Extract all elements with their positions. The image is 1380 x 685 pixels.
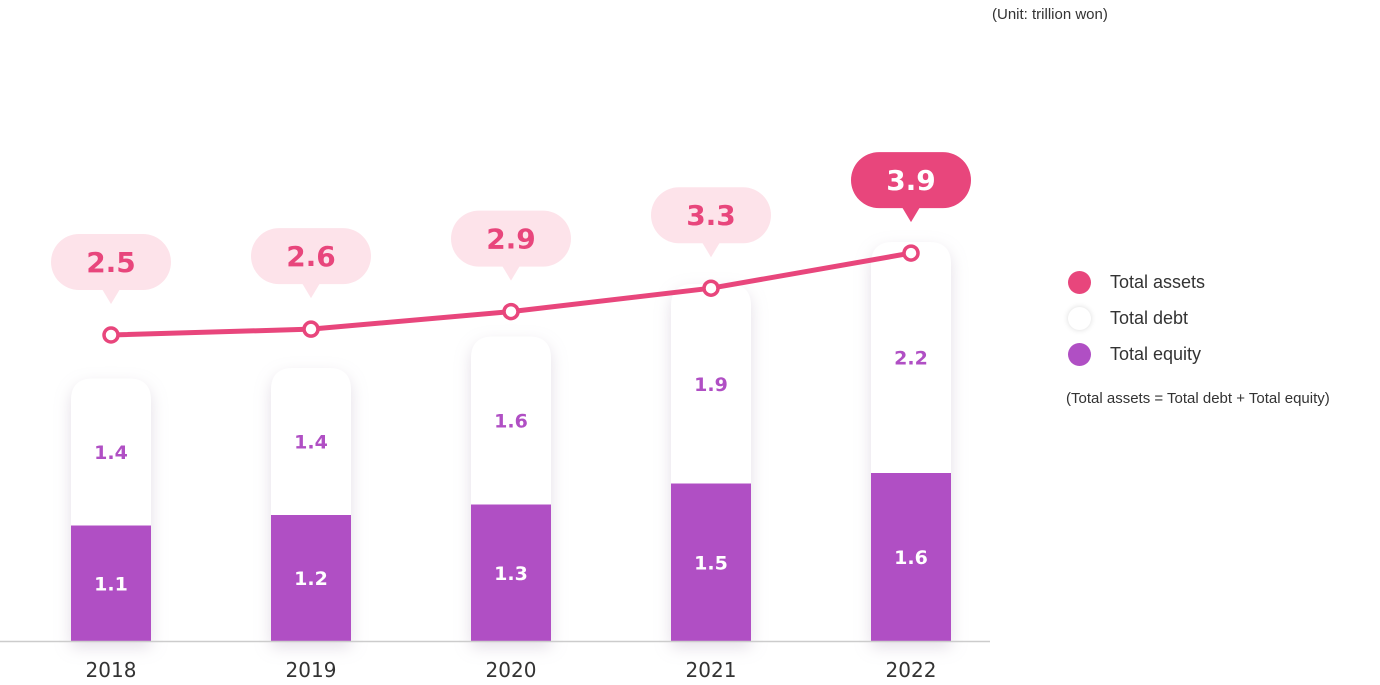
legend-label-total-debt: Total debt — [1110, 307, 1189, 328]
legend-note: (Total assets = Total debt + Total equit… — [1066, 390, 1330, 407]
assets-point — [302, 320, 320, 338]
assets-bubble-pointer — [702, 242, 720, 258]
legend-item-total-equity: Total equity — [1068, 336, 1205, 372]
assets-bubble — [251, 228, 371, 285]
legend: Total assets Total debt Total equity — [1068, 264, 1205, 372]
assets-bubble — [851, 152, 971, 209]
debt-value-label: 1.9 — [694, 374, 728, 396]
equity-value-label: 1.2 — [294, 568, 328, 590]
legend-swatch-total-equity — [1068, 342, 1091, 366]
legend-swatch-total-assets — [1068, 270, 1091, 294]
equity-value-label: 1.5 — [694, 552, 728, 574]
assets-bubble — [51, 234, 171, 290]
bar-equity-2018 — [71, 525, 151, 641]
assets-bubble — [651, 187, 771, 244]
assets-value-label: 2.5 — [86, 246, 136, 279]
equity-value-label: 1.6 — [894, 547, 928, 569]
assets-bubble-pointer — [502, 265, 520, 281]
assets-value-label: 2.6 — [286, 240, 336, 273]
bar-equity-2020 — [471, 504, 551, 641]
bar-equity-2019 — [271, 515, 351, 641]
assets-value-label: 3.3 — [686, 199, 736, 232]
debt-value-label: 2.2 — [894, 348, 928, 370]
bar-equity-2021 — [671, 483, 751, 641]
assets-bubble-pointer — [902, 207, 920, 223]
assets-bubble-pointer — [102, 289, 120, 304]
legend-item-total-debt: Total debt — [1068, 300, 1205, 336]
assets-point — [102, 326, 120, 344]
x-tick-label: 2018 — [86, 658, 137, 682]
legend-label-total-assets: Total assets — [1110, 271, 1206, 292]
x-tick-label: 2019 — [286, 658, 337, 682]
assets-bubble-pointer — [302, 283, 320, 299]
unit-label: (Unit: trillion won) — [992, 6, 1108, 23]
assets-point — [702, 279, 720, 297]
x-tick-label: 2022 — [886, 658, 937, 682]
equity-value-label: 1.3 — [494, 563, 528, 585]
debt-value-label: 1.4 — [94, 442, 128, 464]
chart-area: 1.1 1.4 2018 1.2 1.4 2019 1.3 1.6 2020 1.5 1.9 2021… — [0, 152, 990, 682]
x-tick-label: 2020 — [486, 658, 537, 682]
assets-bubble — [451, 210, 571, 267]
assets-value-label: 3.9 — [886, 164, 936, 197]
legend-item-total-assets: Total assets — [1068, 264, 1205, 300]
x-tick-label: 2021 — [686, 658, 737, 682]
assets-point — [502, 302, 520, 321]
debt-value-label: 1.6 — [494, 411, 528, 433]
assets-point — [902, 244, 920, 262]
bar-equity-2022 — [871, 473, 951, 641]
legend-label-total-equity: Total equity — [1110, 343, 1202, 364]
assets-value-label: 2.9 — [486, 223, 536, 256]
equity-value-label: 1.1 — [94, 573, 128, 595]
debt-value-label: 1.4 — [294, 432, 328, 454]
legend-swatch-total-debt — [1068, 306, 1091, 330]
